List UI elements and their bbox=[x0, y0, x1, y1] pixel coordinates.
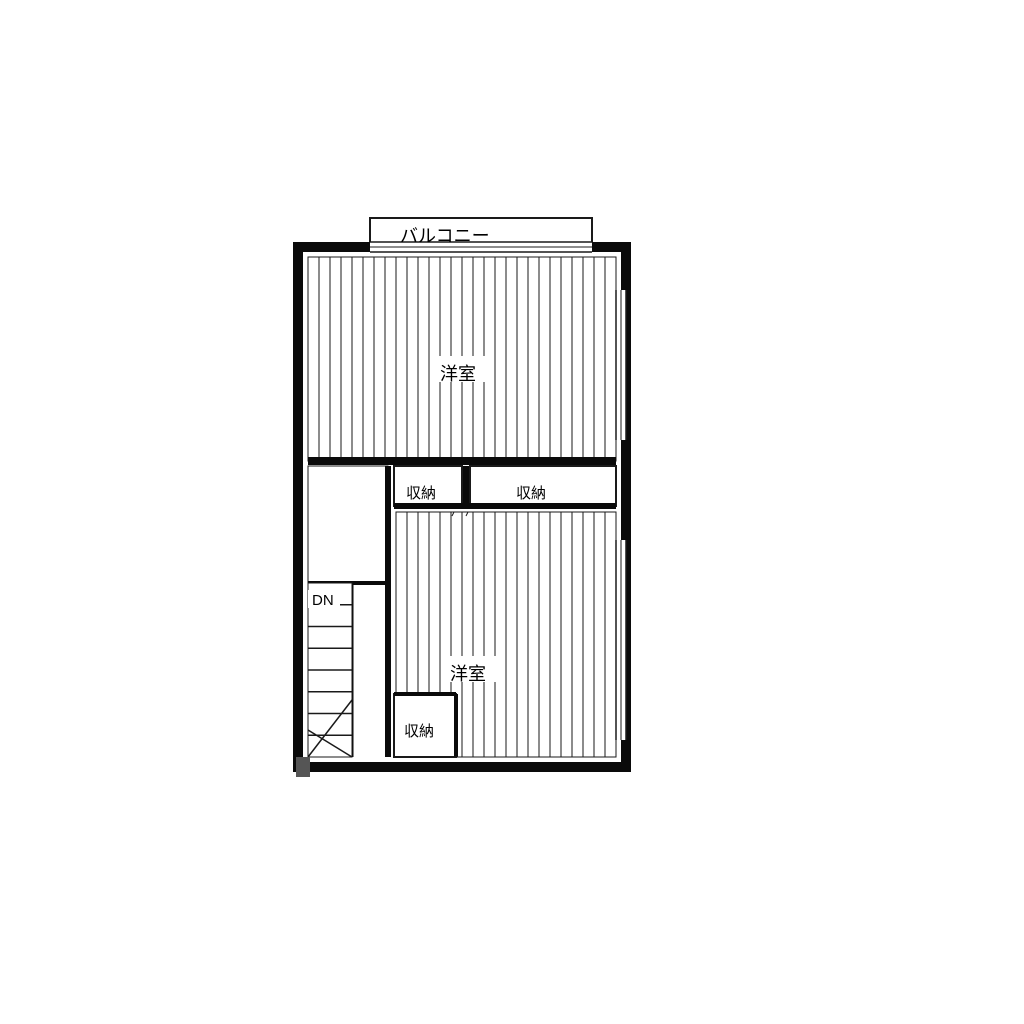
floorplan-svg bbox=[0, 0, 1024, 1024]
stairs-label: DN bbox=[312, 592, 334, 609]
balcony-label: バルコニー bbox=[400, 222, 490, 248]
closet1-label: 収納 bbox=[406, 482, 436, 503]
room2-label: 洋室 bbox=[450, 660, 486, 686]
closet3-label: 収納 bbox=[404, 720, 434, 741]
floorplan-canvas: バルコニー 洋室 洋室 収納 収納 収納 DN bbox=[0, 0, 1024, 1024]
closet2-label: 収納 bbox=[516, 482, 546, 503]
room1-label: 洋室 bbox=[440, 360, 476, 386]
